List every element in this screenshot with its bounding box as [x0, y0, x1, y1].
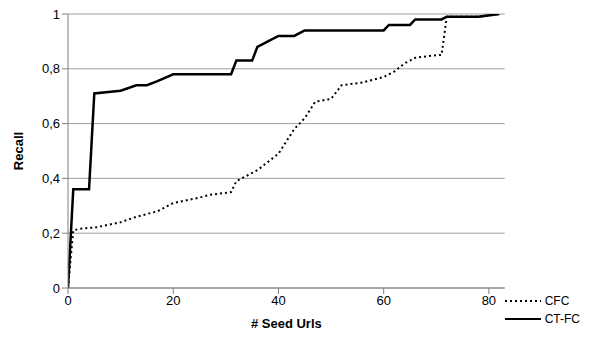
svg-text:20: 20 [166, 293, 180, 308]
html-text:CT-FC: CT-FC [544, 312, 580, 326]
svg-text:0,6: 0,6 [42, 116, 60, 131]
svg-text:0,4: 0,4 [42, 171, 60, 186]
svg-text:# Seed Urls: # Seed Urls [251, 316, 322, 330]
svg-text:0,2: 0,2 [42, 226, 60, 241]
svg-text:Recall: Recall [11, 132, 26, 170]
svg-text:0: 0 [53, 281, 60, 296]
svg-text:40: 40 [271, 293, 285, 308]
html-text:CFC: CFC [544, 294, 570, 308]
svg-text:1: 1 [53, 8, 60, 22]
svg-text:60: 60 [376, 293, 390, 308]
svg-text:80: 80 [482, 293, 496, 308]
svg-text:0,8: 0,8 [42, 61, 60, 76]
svg-text:0: 0 [64, 293, 71, 308]
